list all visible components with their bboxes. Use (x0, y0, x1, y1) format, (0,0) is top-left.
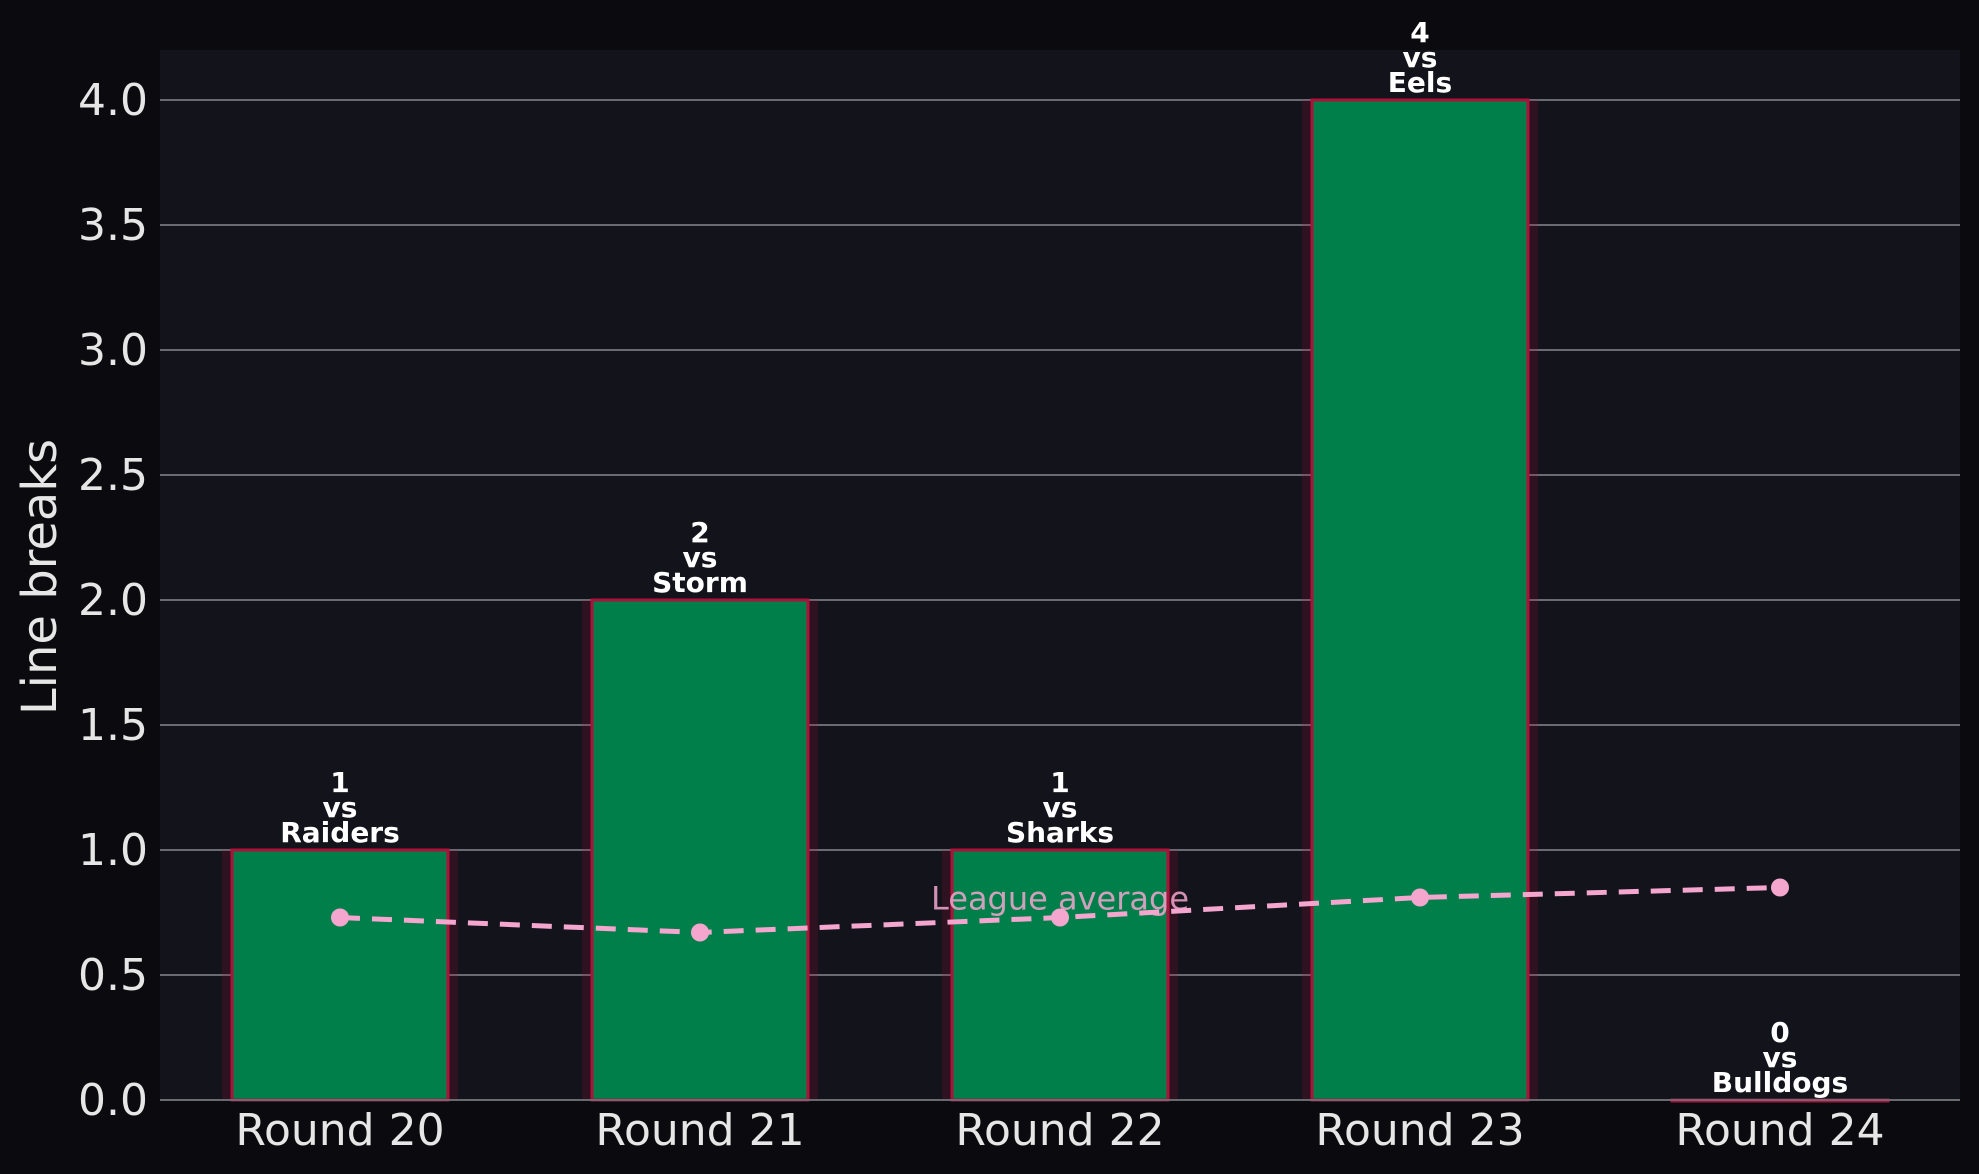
bar-data-label: Eels (1388, 66, 1452, 99)
x-axis-ticks: Round 20 Round 21 Round 22 Round 23 Round 24 (235, 1105, 1884, 1156)
y-axis-title: Line breaks (12, 439, 68, 715)
bar-data-label: Storm (652, 566, 748, 599)
league-average-point (331, 908, 349, 927)
y-tick-label: 4.0 (78, 75, 148, 126)
y-tick-label: 1.0 (78, 825, 148, 876)
bar-data-label: 2 (690, 516, 709, 549)
bar (230, 848, 450, 1102)
bar-data-label: vs (1763, 1041, 1798, 1074)
bar-labels: 1vsRaiders2vsStorm1vsSharks4vsEels0vsBul… (280, 16, 1848, 1099)
bar-data-label: Sharks (1006, 816, 1114, 849)
bar (950, 848, 1170, 1102)
bar (1310, 98, 1530, 1102)
y-axis-ticks: 0.0 0.5 1.0 1.5 2.0 2.5 3.0 3.5 4.0 (78, 75, 148, 1126)
league-average-label: League average (931, 880, 1189, 918)
league-average-point (1771, 878, 1789, 897)
bar-data-label: Raiders (280, 816, 400, 849)
y-tick-label: 3.5 (78, 200, 148, 251)
x-tick-label: Round 21 (595, 1105, 804, 1156)
y-tick-label: 0.5 (78, 950, 148, 1001)
y-tick-label: 2.5 (78, 450, 148, 501)
bar-data-label: vs (1043, 791, 1078, 824)
league-average-point (1051, 908, 1069, 927)
y-tick-label: 1.5 (78, 700, 148, 751)
y-tick-label: 3.0 (78, 325, 148, 376)
bar-data-label: 1 (330, 766, 349, 799)
league-average-point (1411, 888, 1429, 907)
league-average-series: League average (331, 878, 1789, 942)
y-tick-label: 2.0 (78, 575, 148, 626)
bar-data-label: vs (323, 791, 358, 824)
x-tick-label: Round 24 (1675, 1105, 1884, 1156)
bar-data-label: 1 (1050, 766, 1069, 799)
x-tick-label: Round 20 (235, 1105, 444, 1156)
bar-data-label: vs (683, 541, 718, 574)
league-average-point (691, 923, 709, 942)
y-tick-label: 0.0 (78, 1075, 148, 1126)
bars (222, 98, 1890, 1103)
x-tick-label: Round 23 (1315, 1105, 1524, 1156)
bar (590, 598, 810, 1102)
bar-data-label: 4 (1410, 16, 1429, 49)
bar-data-label: 0 (1770, 1016, 1789, 1049)
x-tick-label: Round 22 (955, 1105, 1164, 1156)
bar-data-label: vs (1403, 41, 1438, 74)
bar-data-label: Bulldogs (1712, 1066, 1848, 1099)
